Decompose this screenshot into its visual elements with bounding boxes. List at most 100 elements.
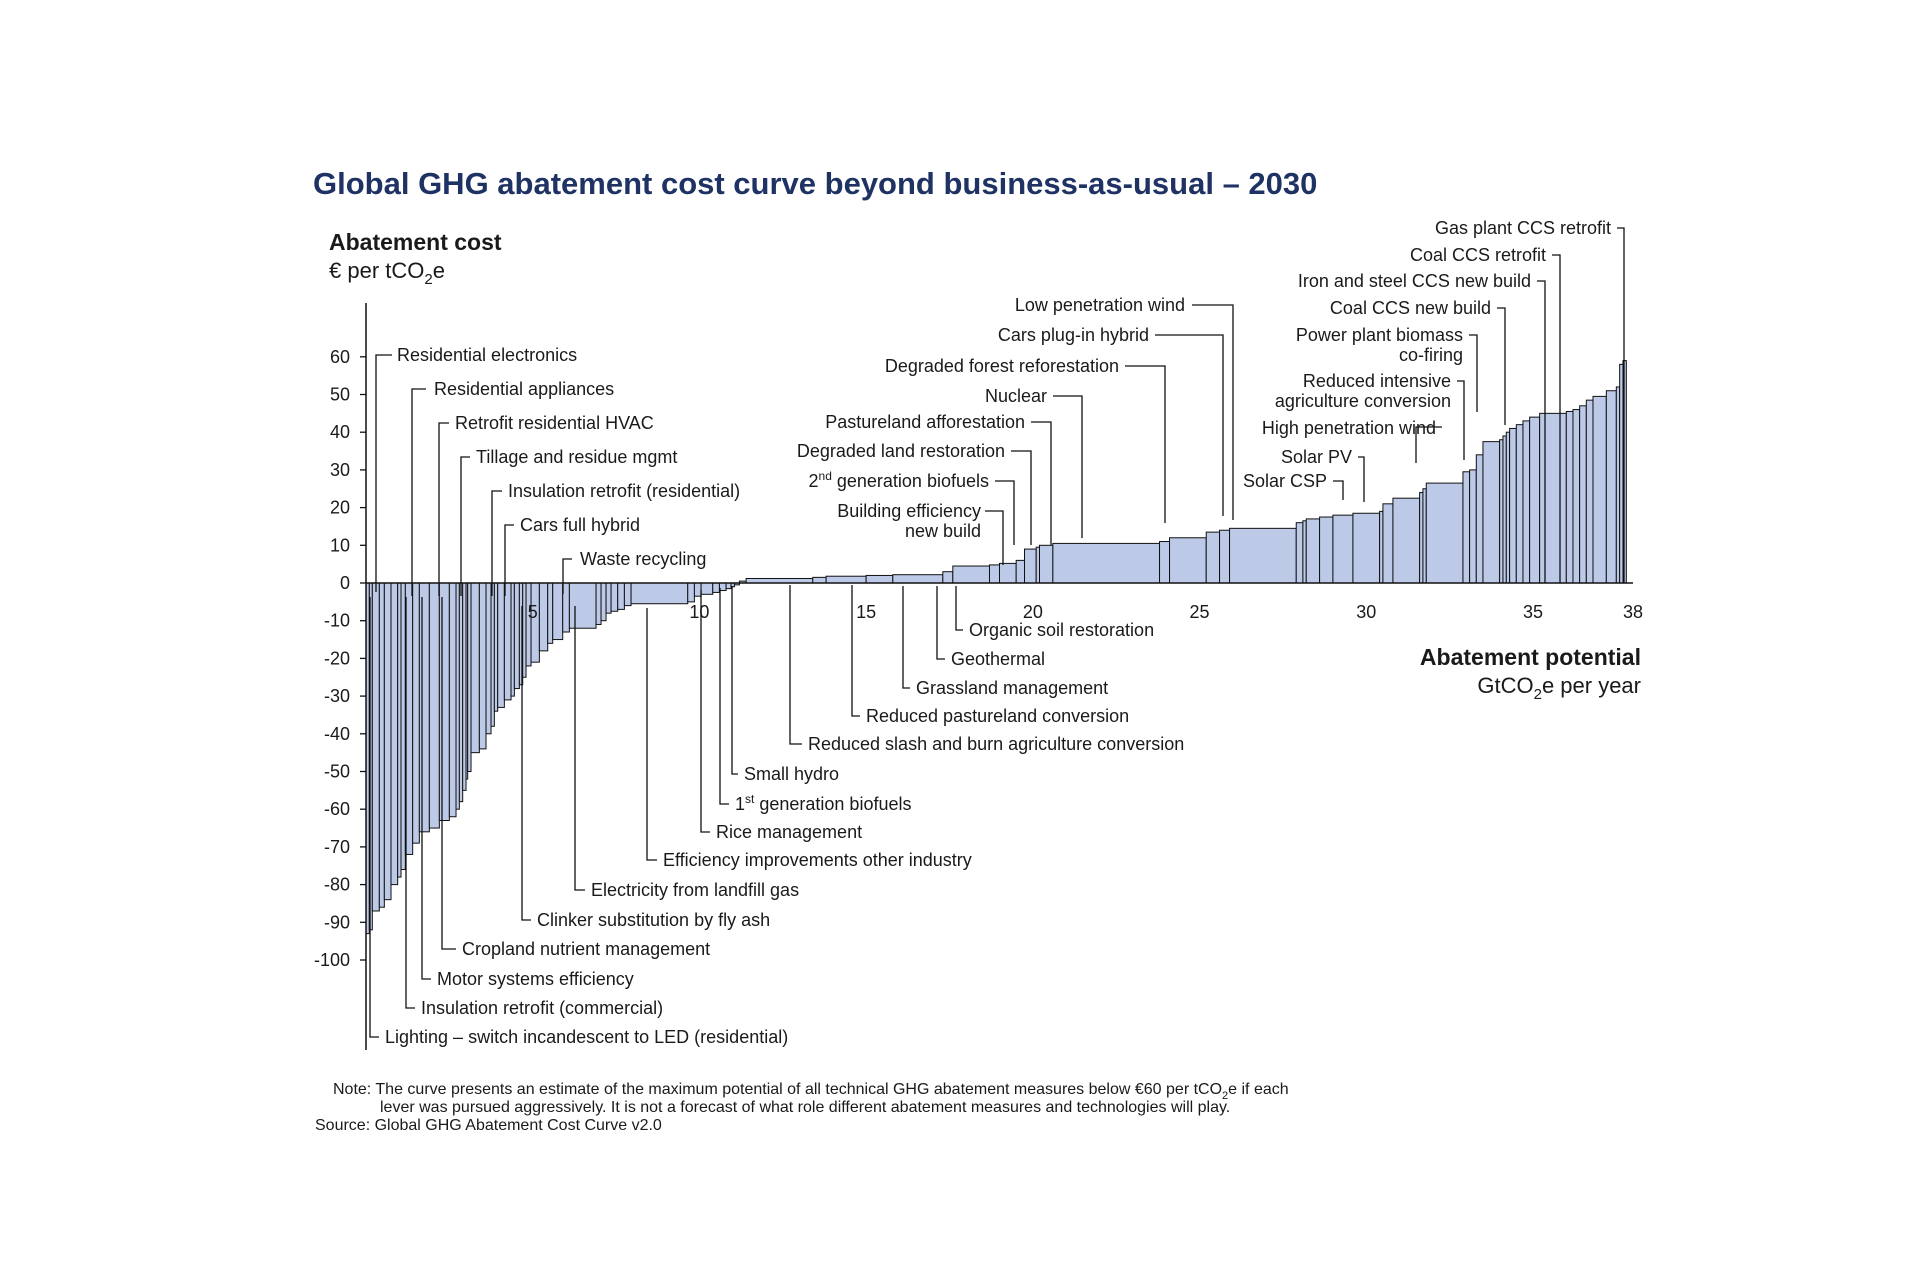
leader-line <box>375 354 392 592</box>
bar-73 <box>1302 520 1307 584</box>
leader-line <box>1192 304 1234 520</box>
bar-18 <box>467 582 472 772</box>
bar-27 <box>513 582 520 690</box>
source-line: Source: Global GHG Abatement Cost Curve … <box>315 1117 662 1134</box>
label-degraded-land-restoration: Degraded land restoration <box>797 441 1005 461</box>
leader-line <box>955 586 963 631</box>
y-axis-ticks: 60 50 40 30 20 10 0 -10 -20 -30 -40 -50 -60 -70 -80 -90… <box>314 347 366 970</box>
leader-line <box>700 590 710 833</box>
bar-79 <box>1382 503 1394 584</box>
label-cropland-nutrient-management: Cropland nutrient management <box>462 939 710 959</box>
y-tick-label: -70 <box>324 837 350 857</box>
y-tick-label: 60 <box>330 347 350 367</box>
bar-99 <box>1585 399 1594 584</box>
bar-31 <box>530 582 540 663</box>
leader-line <box>441 597 456 950</box>
label-coal-ccs-new-build: Coal CCS new build <box>1330 298 1491 318</box>
label-high-penetration-wind: High penetration wind <box>1262 418 1436 438</box>
leader-line <box>460 456 470 596</box>
x-axis-unit: GtCO2e per year <box>1477 673 1641 703</box>
bar-47 <box>712 582 720 593</box>
label-retrofit-residential-hvac: Retrofit residential HVAC <box>455 413 654 433</box>
bar-76 <box>1332 514 1354 584</box>
bar-38 <box>600 582 607 622</box>
y-axis-unit: € per tCO2e <box>329 258 445 288</box>
label-electricity-from-landfill-gas: Electricity from landfill gas <box>591 880 799 900</box>
bar-98 <box>1579 405 1587 584</box>
bar-100 <box>1592 395 1607 584</box>
y-tick-label: 0 <box>340 573 350 593</box>
bar-58 <box>942 571 954 584</box>
label-reduced-pastureland-conversion: Reduced pastureland conversion <box>866 706 1129 726</box>
bar-68 <box>1169 537 1207 584</box>
leader-line <box>504 524 514 596</box>
x-tick-label: 25 <box>1190 602 1210 622</box>
leader-line <box>1552 254 1561 583</box>
x-axis-title: Abatement potential <box>1420 644 1641 670</box>
leader-line <box>902 586 910 689</box>
note-line1: Note: The curve presents an estimate of … <box>333 1081 1289 1102</box>
bar-43 <box>630 582 689 605</box>
label-small-hydro: Small hydro <box>744 764 839 784</box>
bar-5 <box>390 582 399 886</box>
label-cars-full-hybrid: Cars full hybrid <box>520 515 640 535</box>
bar-57 <box>892 574 944 584</box>
y-tick-label: -40 <box>324 724 350 744</box>
x-tick-label: 20 <box>1023 602 1043 622</box>
x-tick-label: 15 <box>856 602 876 622</box>
leader-line <box>405 597 415 1009</box>
label-insulation-retrofit-commercial: Insulation retrofit (commercial) <box>421 998 663 1018</box>
label-building-efficiency-line1: Building efficiency <box>837 501 981 521</box>
bar-19 <box>470 582 480 754</box>
bar-25 <box>503 582 512 701</box>
bar-4 <box>383 582 392 901</box>
bar-36 <box>568 582 597 629</box>
y-tick-label: 20 <box>330 498 350 518</box>
bar-59 <box>952 565 991 584</box>
y-tick-label: -100 <box>314 950 350 970</box>
bar-75 <box>1319 516 1334 584</box>
chart-title: Global GHG abatement cost curve beyond b… <box>313 166 1317 201</box>
leader-line <box>789 585 802 745</box>
bar-3 <box>378 582 385 908</box>
label-nuclear: Nuclear <box>985 386 1047 406</box>
bar-66 <box>1052 542 1161 584</box>
x-tick-label: 38 <box>1623 602 1643 622</box>
bar-72 <box>1295 522 1304 584</box>
y-tick-label: 30 <box>330 460 350 480</box>
y-axis-title: Abatement cost <box>329 229 502 255</box>
bar-71 <box>1229 527 1297 584</box>
bar-67 <box>1159 541 1171 584</box>
bar-103 <box>1619 363 1624 584</box>
bar-63 <box>1024 548 1037 584</box>
bar-16 <box>462 582 467 791</box>
label-second-gen-biofuels: 2nd generation biofuels <box>809 469 990 491</box>
label-organic-soil-restoration: Organic soil restoration <box>969 620 1154 640</box>
bar-35 <box>562 582 570 633</box>
label-solar-pv: Solar PV <box>1281 447 1352 467</box>
bar-37 <box>595 582 602 625</box>
leader-line <box>438 422 449 596</box>
bar-9 <box>412 582 420 844</box>
y-tick-label: -20 <box>324 648 350 668</box>
label-gas-plant-ccs-retrofit: Gas plant CCS retrofit <box>1435 218 1611 238</box>
bar-24 <box>497 582 505 708</box>
label-grassland-management: Grassland management <box>916 678 1108 698</box>
label-cars-plug-in-hybrid: Cars plug-in hybrid <box>998 325 1149 345</box>
label-waste-recycling: Waste recycling <box>580 549 706 569</box>
label-iron-steel-ccs-new-build: Iron and steel CCS new build <box>1298 271 1531 291</box>
leader-line <box>1053 395 1083 538</box>
leader-line <box>1155 334 1224 516</box>
leader-line <box>1469 334 1478 412</box>
bar-80 <box>1392 497 1421 584</box>
bar-54 <box>812 576 827 584</box>
label-solar-csp: Solar CSP <box>1243 471 1327 491</box>
x-axis-ticks: 5 10 15 20 25 30 35 38 <box>528 602 1643 622</box>
label-reduced-intensive-agriculture-line2: agriculture conversion <box>1275 391 1451 411</box>
y-tick-label: 10 <box>330 535 350 555</box>
bar-32 <box>538 582 549 652</box>
x-tick-label: 35 <box>1523 602 1543 622</box>
label-residential-electronics: Residential electronics <box>397 345 577 365</box>
bar-97 <box>1572 409 1581 584</box>
leader-line <box>562 558 572 594</box>
